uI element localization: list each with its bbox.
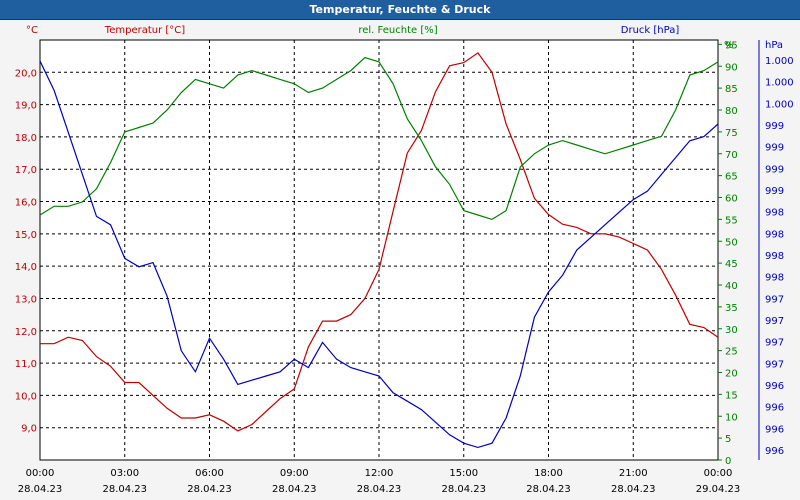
y-tick-humidity: 25 [725, 347, 738, 358]
y-tick-humidity: 85 [725, 84, 738, 95]
y-tick-temperature: 16,0 [15, 198, 37, 209]
y-tick-humidity: 65 [725, 172, 738, 183]
y-tick-pressure: 1.000 [765, 56, 794, 67]
axis-label-humidity: rel. Feuchte [%] [358, 25, 437, 36]
x-tick-date: 28.04.23 [357, 484, 402, 495]
y-tick-temperature: 14,0 [15, 262, 37, 273]
x-tick-time: 21:00 [619, 468, 648, 479]
x-tick-date: 28.04.23 [272, 484, 317, 495]
x-tick-time: 12:00 [365, 468, 394, 479]
y-tick-pressure: 999 [765, 143, 784, 154]
y-tick-humidity: 60 [725, 194, 738, 205]
y-tick-humidity: 40 [725, 281, 738, 292]
y-tick-humidity: 90 [725, 62, 738, 73]
y-tick-pressure: 997 [765, 338, 784, 349]
x-tick-time: 18:00 [534, 468, 563, 479]
y-tick-humidity: 75 [725, 128, 738, 139]
temperature-line [40, 52, 719, 432]
y-tick-pressure: 996 [765, 424, 784, 435]
y-tick-temperature: 18,0 [15, 133, 37, 144]
title-bar: Temperatur, Feuchte & Druck [0, 0, 800, 20]
y-tick-humidity: 0 [725, 456, 731, 467]
y-tick-humidity: 35 [725, 303, 738, 314]
y-tick-humidity: 45 [725, 259, 738, 270]
y-tick-pressure: 997 [765, 359, 784, 370]
y-tick-pressure: 997 [765, 294, 784, 305]
y-tick-pressure: 998 [765, 208, 784, 219]
y-tick-pressure: 999 [765, 164, 784, 175]
y-tick-humidity: 15 [725, 390, 738, 401]
y-tick-pressure: 996 [765, 381, 784, 392]
axis-label-pressure: Druck [hPa] [621, 25, 680, 36]
axis-unit-pressure: hPa [765, 40, 783, 51]
pressure-line [39, 60, 719, 449]
y-tick-temperature: 11,0 [15, 359, 37, 370]
axis-unit-temperature: °C [26, 25, 38, 36]
y-tick-humidity: 80 [725, 106, 738, 117]
y-tick-temperature: 15,0 [15, 230, 37, 241]
y-tick-humidity: 20 [725, 369, 738, 380]
y-tick-temperature: 19,0 [15, 101, 37, 112]
y-tick-temperature: 20,0 [15, 68, 37, 79]
humidity-line [39, 56, 719, 221]
y-tick-pressure: 996 [765, 403, 784, 414]
y-tick-pressure: 998 [765, 273, 784, 284]
x-tick-date: 29.04.23 [696, 484, 741, 495]
x-tick-date: 28.04.23 [526, 484, 571, 495]
y-tick-pressure: 998 [765, 229, 784, 240]
y-tick-temperature: 10,0 [15, 391, 37, 402]
y-tick-pressure: 997 [765, 316, 784, 327]
y-tick-pressure: 996 [765, 446, 784, 457]
window-title: Temperatur, Feuchte & Druck [309, 3, 491, 16]
x-tick-date: 28.04.23 [441, 484, 486, 495]
x-tick-time: 00:00 [26, 468, 55, 479]
y-tick-temperature: 17,0 [15, 165, 37, 176]
y-tick-pressure: 1.000 [765, 78, 794, 89]
y-tick-humidity: 95 [725, 40, 738, 51]
y-tick-humidity: 10 [725, 412, 738, 423]
x-tick-time: 06:00 [195, 468, 224, 479]
chart-area: 00:00 28.04.23 03:00 28.04.23 06:00 28.04.23 0… [15, 25, 794, 495]
y-tick-humidity: 5 [725, 434, 731, 445]
y-tick-pressure: 1.000 [765, 99, 794, 110]
y-tick-temperature: 9,0 [21, 424, 37, 435]
y-tick-humidity: 55 [725, 215, 738, 226]
x-tick-date: 28.04.23 [187, 484, 232, 495]
y-tick-temperature: 12,0 [15, 327, 37, 338]
y-tick-pressure: 998 [765, 251, 784, 262]
x-tick-time: 00:00 [704, 468, 733, 479]
y-tick-humidity: 50 [725, 237, 738, 248]
x-tick-time: 09:00 [280, 468, 309, 479]
x-tick-date: 28.04.23 [611, 484, 656, 495]
y-tick-pressure: 999 [765, 121, 784, 132]
x-tick-time: 15:00 [449, 468, 478, 479]
axis-label-temperature: Temperatur [°C] [104, 25, 185, 36]
x-tick-date: 28.04.23 [18, 484, 63, 495]
x-tick-time: 03:00 [110, 468, 139, 479]
y-tick-humidity: 30 [725, 325, 738, 336]
y-tick-humidity: 70 [725, 150, 738, 161]
y-tick-pressure: 999 [765, 186, 784, 197]
y-tick-temperature: 13,0 [15, 294, 37, 305]
axis-unit-humidity: % [724, 40, 734, 51]
x-tick-date: 28.04.23 [102, 484, 147, 495]
